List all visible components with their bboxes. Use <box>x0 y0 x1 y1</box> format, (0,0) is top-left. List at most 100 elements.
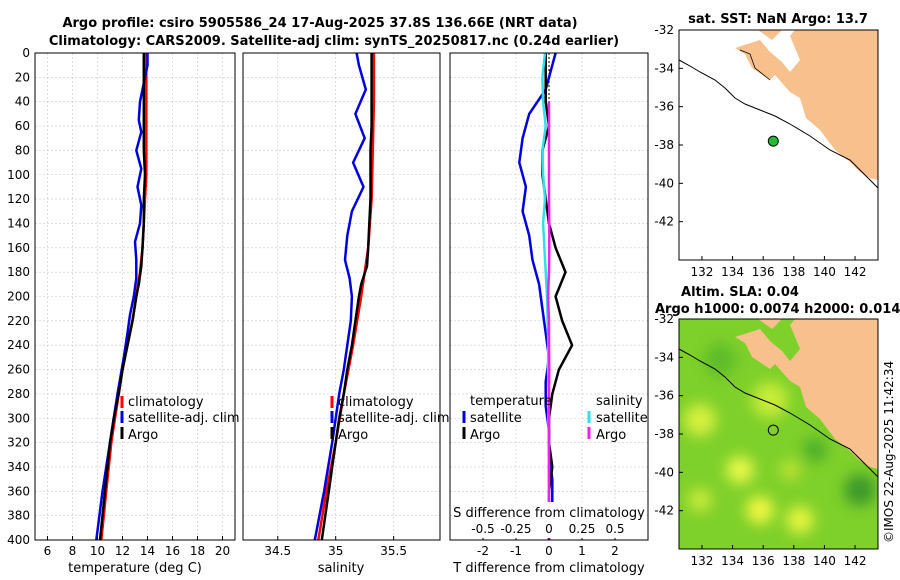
lat-tick-label: -42 <box>654 215 674 229</box>
x-tick-label: 35 <box>328 544 343 558</box>
s-difference-ticks: -0.5 -0.25 0 0.25 0.5 <box>471 522 624 536</box>
temperature-legend: climatology satellite-adj. clim Argo <box>120 395 240 443</box>
legend-argo-label: Argo <box>338 428 368 443</box>
depth-tick-label: 0 <box>22 46 30 60</box>
series-argo <box>98 53 147 541</box>
depth-tick-label: 160 <box>7 241 30 255</box>
depth-tick-label: 300 <box>7 411 30 425</box>
lon-tick-label: 136 <box>752 554 775 568</box>
lon-tick-label: 142 <box>844 554 867 568</box>
legend-salinity-title: salinity <box>596 394 643 409</box>
sla-map-title: Altim. SLA: 0.04 <box>681 285 799 300</box>
x-tick-label: 8 <box>69 544 77 558</box>
series-climatology <box>317 53 376 541</box>
lat-tick-label: -34 <box>654 61 674 75</box>
x-tick-label: 18 <box>190 544 205 558</box>
x-tick-label: -2 <box>477 544 489 558</box>
depth-tick-label: 180 <box>7 265 30 279</box>
legend-satellite-label: satellite-adj. clim <box>128 411 240 426</box>
depth-tick-label: 220 <box>7 314 30 328</box>
sst-map-axes: -32 -34 -36 -38 -40 -42 132 134 136 138 140 142 <box>654 23 866 279</box>
depth-tick-label: 60 <box>15 119 30 133</box>
x-tick-label: 35.5 <box>380 544 407 558</box>
difference-legend: temperature satellite Argo salinity sate… <box>462 394 648 443</box>
x-tick-label: 2 <box>611 544 619 558</box>
s-tick-label: -0.5 <box>471 522 494 536</box>
depth-tick-label: 120 <box>7 192 30 206</box>
series-argo <box>320 53 373 541</box>
s-difference-label: S difference from climatology <box>453 506 645 521</box>
sla-map-axes: -32 -34 -36 -38 -40 -42 132 134 136 138 140 142 <box>654 312 866 568</box>
shelf-contour <box>678 59 879 189</box>
t-difference-xlabel: T difference from climatology <box>452 561 645 576</box>
temperature-panel: 0 20 40 60 80 100 120 140 160 180 200 220 240 260 280 3… <box>7 46 240 576</box>
x-tick-label: 14 <box>140 544 155 558</box>
sla-field <box>679 319 878 549</box>
sst-map-title: sat. SST: NaN Argo: 13.7 <box>688 12 868 27</box>
depth-tick-label: 100 <box>7 168 30 182</box>
x-tick-label: 34.5 <box>264 544 291 558</box>
figure-title-line1: Argo profile: csiro 5905586_24 17-Aug-20… <box>62 16 577 31</box>
x-tick-label: 16 <box>165 544 180 558</box>
lat-tick-label: -36 <box>654 389 674 403</box>
salinity-x-axis: 34.5 35 35.5 <box>264 536 407 558</box>
lat-tick-label: -34 <box>654 350 674 364</box>
depth-tick-label: 20 <box>15 70 30 84</box>
lat-tick-label: -38 <box>654 427 674 441</box>
temperature-axes-frame <box>34 52 236 541</box>
lon-tick-label: 134 <box>721 265 744 279</box>
lon-tick-label: 134 <box>721 554 744 568</box>
depth-tick-label: 240 <box>7 338 30 352</box>
sst-map: sat. SST: NaN Argo: 13.7 -32 -34 -36 -38 -40… <box>654 12 879 279</box>
depth-tick-label: 340 <box>7 460 30 474</box>
x-tick-label: 12 <box>115 544 130 558</box>
coastline <box>739 49 771 81</box>
legend-satellite-label: satellite-adj. clim <box>338 411 450 426</box>
lon-tick-label: 132 <box>691 265 714 279</box>
lat-tick-label: -40 <box>654 176 674 190</box>
australia-land <box>735 30 878 180</box>
lat-tick-label: -36 <box>654 100 674 114</box>
legend-t-satellite-label: satellite <box>470 411 522 426</box>
lon-tick-label: 136 <box>752 265 775 279</box>
lat-tick-label: -42 <box>654 504 674 518</box>
depth-tick-label: 320 <box>7 436 30 450</box>
sla-map-subtitle: Argo h1000: 0.0074 h2000: 0.014 <box>655 302 900 317</box>
lon-tick-label: 142 <box>844 265 867 279</box>
salinity-axes-frame <box>242 52 441 541</box>
temperature-x-axis: 6 8 10 12 14 16 18 20 <box>44 536 230 558</box>
s-tick-label: 0.5 <box>605 522 624 536</box>
depth-tick-label: 400 <box>7 533 30 547</box>
sla-map: Altim. SLA: 0.04 Argo h1000: 0.0074 h200… <box>654 285 900 568</box>
lon-tick-label: 138 <box>782 554 805 568</box>
lon-tick-label: 140 <box>813 554 836 568</box>
s-tick-label: -0.25 <box>500 522 531 536</box>
depth-axis: 0 20 40 60 80 100 120 140 160 180 200 220 240 260 280 3… <box>7 46 30 547</box>
legend-s-argo-label: Argo <box>596 428 626 443</box>
x-tick-label: 0 <box>545 544 553 558</box>
lat-tick-label: -38 <box>654 138 674 152</box>
legend-climatology-label: climatology <box>338 395 414 410</box>
x-tick-label: 6 <box>44 544 52 558</box>
x-tick-label: 1 <box>578 544 586 558</box>
legend-argo-label: Argo <box>128 428 158 443</box>
s-tick-label: 0 <box>545 522 553 536</box>
legend-t-argo-label: Argo <box>470 428 500 443</box>
s-tick-label: 0.25 <box>569 522 596 536</box>
temperature-xlabel: temperature (deg C) <box>68 561 202 576</box>
x-tick-label: 20 <box>215 544 230 558</box>
depth-tick-label: 360 <box>7 484 30 498</box>
imos-watermark: ©IMOS 22-Aug-2025 11:42:34 <box>882 361 896 543</box>
legend-climatology-label: climatology <box>128 395 204 410</box>
depth-tick-label: 200 <box>7 290 30 304</box>
s-axis-background <box>452 502 646 538</box>
x-tick-label: -1 <box>510 544 522 558</box>
depth-tick-label: 40 <box>15 95 30 109</box>
argo-float-marker <box>767 135 779 147</box>
depth-tick-label: 380 <box>7 509 30 523</box>
salinity-panel: 34.5 35 35.5 salinity climatology satellit… <box>242 52 450 576</box>
x-tick-label: 10 <box>90 544 105 558</box>
lon-tick-label: 140 <box>813 265 836 279</box>
shelf-contour <box>679 348 878 478</box>
lon-tick-label: 138 <box>782 265 805 279</box>
